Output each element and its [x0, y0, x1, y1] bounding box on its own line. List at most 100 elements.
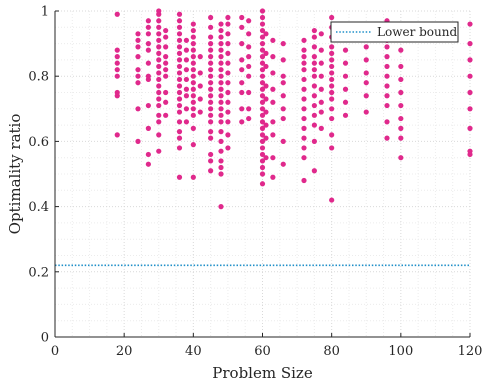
- data-point: [318, 47, 324, 53]
- data-point: [270, 54, 276, 60]
- data-point: [114, 60, 120, 66]
- data-point: [190, 174, 196, 180]
- data-point: [363, 80, 369, 86]
- data-point: [259, 21, 266, 27]
- data-point: [183, 37, 190, 43]
- data-point: [218, 158, 224, 164]
- data-point: [263, 109, 269, 115]
- data-point: [318, 86, 324, 92]
- data-point: [218, 106, 224, 112]
- data-point: [329, 83, 335, 89]
- data-point: [208, 41, 214, 47]
- data-point: [259, 119, 266, 125]
- data-point: [311, 112, 317, 118]
- data-point: [225, 109, 231, 115]
- data-point: [301, 86, 307, 92]
- data-point: [176, 31, 183, 37]
- data-point: [280, 93, 286, 99]
- data-point: [208, 158, 214, 164]
- data-point: [270, 86, 276, 92]
- data-point: [183, 76, 190, 83]
- data-point: [301, 67, 307, 73]
- data-point: [208, 14, 214, 21]
- data-point: [190, 47, 196, 53]
- data-point: [218, 164, 224, 171]
- data-point: [270, 174, 276, 180]
- data-point: [114, 67, 120, 73]
- data-point: [190, 41, 196, 47]
- data-point: [239, 80, 245, 86]
- data-point: [311, 60, 317, 66]
- data-point: [467, 89, 473, 96]
- data-point: [176, 109, 183, 115]
- data-point: [197, 70, 203, 76]
- data-point: [259, 60, 266, 66]
- data-point: [398, 47, 404, 53]
- data-point: [176, 102, 183, 109]
- data-point: [311, 138, 317, 144]
- data-point: [197, 54, 203, 60]
- data-point: [208, 129, 214, 135]
- data-point: [342, 112, 349, 118]
- data-point: [263, 96, 269, 102]
- data-point: [114, 93, 120, 99]
- data-point: [311, 34, 317, 40]
- data-point: [208, 67, 214, 73]
- data-point: [145, 60, 151, 66]
- data-point: [329, 96, 335, 102]
- data-point: [190, 67, 196, 73]
- data-point: [246, 115, 252, 122]
- data-point: [145, 125, 151, 131]
- data-point: [259, 73, 266, 79]
- data-point: [156, 44, 162, 50]
- data-point: [145, 151, 151, 158]
- data-point: [301, 54, 307, 60]
- data-point: [156, 31, 162, 37]
- data-point: [163, 67, 169, 73]
- data-point: [270, 99, 276, 105]
- data-point: [259, 14, 266, 21]
- data-point: [259, 106, 266, 112]
- x-tick-label: 120: [458, 344, 482, 359]
- data-point: [190, 142, 196, 148]
- data-point: [311, 83, 317, 89]
- data-point: [176, 11, 183, 17]
- data-point: [280, 115, 286, 122]
- data-point: [176, 57, 183, 63]
- data-point: [342, 47, 349, 53]
- data-point: [246, 18, 252, 24]
- data-point: [156, 50, 162, 56]
- data-point: [208, 24, 214, 30]
- data-point: [218, 129, 224, 135]
- y-tick-label: 0.2: [28, 265, 49, 280]
- data-point: [467, 21, 473, 27]
- data-point: [363, 44, 369, 50]
- data-point: [176, 63, 183, 70]
- data-point: [301, 47, 307, 53]
- data-point: [246, 44, 252, 50]
- data-point: [208, 47, 214, 53]
- data-point: [467, 73, 473, 79]
- data-point: [342, 86, 349, 92]
- data-point: [190, 99, 196, 105]
- data-point: [225, 31, 231, 37]
- data-point: [318, 125, 324, 131]
- legend-label-lower-bound: Lower bound: [377, 25, 457, 39]
- data-point: [246, 106, 252, 112]
- data-point: [135, 31, 141, 37]
- data-point: [208, 119, 214, 125]
- data-point: [263, 155, 269, 161]
- data-point: [301, 96, 307, 102]
- data-point: [259, 158, 266, 164]
- data-point: [114, 132, 120, 138]
- data-point: [384, 54, 390, 60]
- data-point: [190, 27, 196, 34]
- data-point: [329, 57, 335, 63]
- data-point: [329, 197, 335, 203]
- data-point: [208, 168, 214, 174]
- data-point: [218, 47, 224, 53]
- data-point: [163, 73, 169, 79]
- data-point: [384, 63, 390, 70]
- data-point: [239, 41, 245, 47]
